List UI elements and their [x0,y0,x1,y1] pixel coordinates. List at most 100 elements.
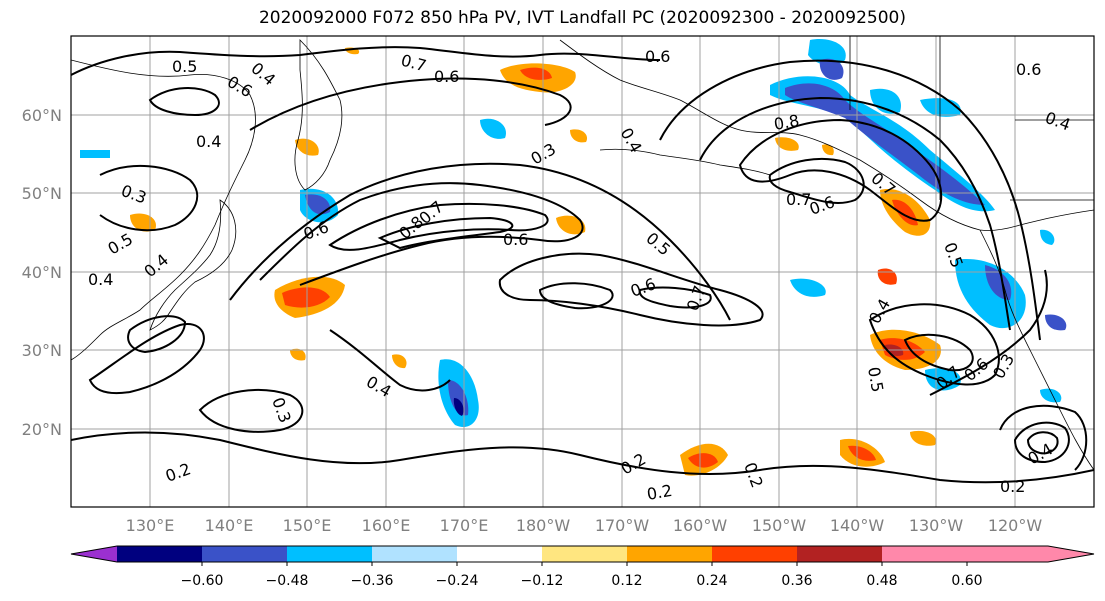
contour-label: 0.5 [864,365,887,393]
lat-labels: 60°N 50°N 40°N 30°N 20°N [22,106,62,439]
pv-contour [738,118,943,222]
pv-contours [71,46,1094,484]
shade-patch [282,287,330,308]
coastline-aleutians [599,148,771,176]
colorbar-segment [372,546,457,562]
colorbar-tick-label: 0.24 [696,573,727,589]
colorbar-tick-label: −0.60 [181,573,224,589]
shade-patch [808,39,846,66]
pv-contour [198,389,304,433]
contour-label: 0.6 [503,230,528,249]
pv-contour [538,282,614,310]
pv-contour [868,303,1000,386]
pv-contour [699,96,1011,331]
shade-patch [688,453,718,468]
colorbar-tick-label: 0.36 [781,573,812,589]
pv-contour [71,431,1094,484]
contour-label: 0.4 [88,270,113,289]
shade-patch [1045,314,1067,331]
lon-label: 140°E [205,516,254,535]
lon-label: 150°W [752,516,807,535]
lat-label: 20°N [22,420,62,439]
contour-label: 0.6 [645,47,670,66]
colorbar-segment [542,546,627,562]
contour-label: 0.2 [1000,477,1025,496]
pv-contour [1026,431,1059,455]
coastline-japan [149,199,237,331]
shade-patch [570,129,588,143]
colorbar-tick-labels: −0.60 −0.48 −0.36 −0.24 −0.12 0.12 0.24 … [181,573,983,589]
colorbar-tick-label: −0.12 [521,573,564,589]
shade-patch [870,88,901,114]
pv-contour [659,59,1041,341]
pv-contour [71,46,661,76]
map-title: 2020092000 F072 850 hPa PV, IVT Landfall… [258,8,906,28]
coastline-kamchatka [294,39,343,191]
shade-patch [910,430,936,446]
pv-contour [1013,421,1070,464]
shade-patch [819,58,844,80]
contour-label: 0.7 [786,190,811,209]
lon-label: 120°W [988,516,1043,535]
lat-label: 60°N [22,106,62,125]
contour-label: 0.6 [1016,60,1041,79]
coastline-na-west [979,229,1094,471]
colorbar-ticks [201,562,968,566]
shade-patch [290,348,306,361]
contour-label: 0.6 [434,67,459,86]
pv-contour [498,252,764,327]
shade-patch [556,215,586,235]
gridlines [71,36,1094,507]
contour-label: 0.8 [772,111,800,134]
lon-label: 130°E [126,516,175,535]
pv-contour [259,182,584,286]
pv-contour [99,164,199,232]
colorbar-segment [797,546,882,562]
pv-contour [127,315,187,354]
lon-label: 130°W [909,516,964,535]
pv-contour [249,77,572,131]
shade-patch [1040,388,1062,403]
colorbar-segment [627,546,712,562]
shade-patch [877,268,897,285]
colorbar-segment [457,546,542,562]
shade-patch [520,67,552,80]
colorbar-tick-label: −0.48 [266,573,309,589]
contour-label: 0.4 [196,132,221,151]
contour-label: 0.5 [172,57,197,76]
shade-patch [392,354,407,369]
lon-label: 170°E [440,516,489,535]
pv-contour [768,157,865,204]
colorbar-segment [202,546,287,562]
colorbar-segment [882,546,967,562]
colorbar-tick-label: 0.12 [611,573,642,589]
shade-patch [448,380,469,416]
lon-label: 160°E [362,516,411,535]
colorbar-segment [712,546,797,562]
shade-patch [775,137,799,151]
pv-contour [329,329,451,392]
pv-contour [229,162,731,321]
lon-label: 140°W [830,516,885,535]
shade-patch [130,213,156,232]
shade-patch [1040,229,1055,245]
colorbar-outline [70,545,1095,563]
pv-contour [148,87,220,117]
pv-contour [903,333,974,372]
shade-patch [955,259,1026,329]
lon-labels: 130°E 140°E 150°E 160°E 170°E 180°W 170°… [126,516,1043,535]
colorbar-segment [287,546,372,562]
pv-contour [638,286,712,309]
coastline-alaska [559,39,1094,231]
lat-label: 40°N [22,263,62,282]
shade-patch [453,398,464,416]
pv-contour [88,323,205,395]
pv-contour [929,269,1048,396]
shade-patch [790,278,826,297]
shade-patch [80,150,110,158]
borders [849,36,1094,201]
contour-label: 0.2 [645,481,673,504]
colorbar-tick-label: 0.60 [951,573,982,589]
pv-contour [377,216,514,250]
